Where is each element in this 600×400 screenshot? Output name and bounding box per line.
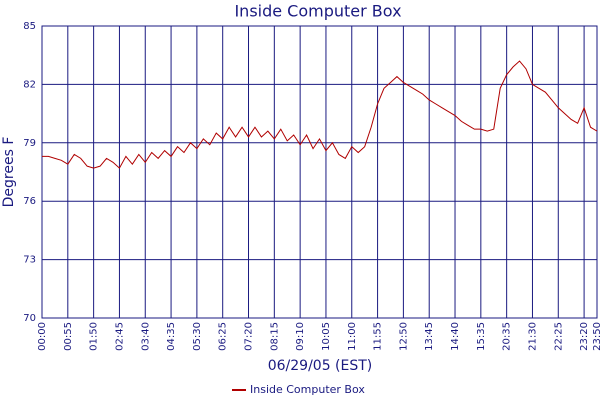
y-tick-label: 73 — [23, 255, 36, 266]
y-tick-label: 82 — [23, 79, 36, 90]
x-tick-label: 01:50 — [89, 322, 100, 351]
x-tick-label: 03:40 — [140, 322, 151, 351]
x-tick-label: 22:25 — [553, 322, 564, 351]
x-tick-label: 00:00 — [37, 322, 48, 351]
x-tick-label: 20:35 — [502, 322, 513, 351]
y-tick-label: 85 — [23, 21, 36, 32]
x-tick-label: 07:20 — [244, 322, 255, 351]
x-tick-label: 09:10 — [295, 322, 306, 351]
x-tick-label: 12:50 — [398, 322, 409, 351]
x-tick-label: 00:55 — [63, 322, 74, 351]
x-tick-label: 06:25 — [218, 322, 229, 351]
x-axis-label: 06/29/05 (EST) — [268, 358, 373, 374]
x-tick-label: 13:45 — [424, 322, 435, 351]
x-tick-label: 23:50 — [592, 322, 600, 351]
chart-title: Inside Computer Box — [234, 2, 401, 21]
x-tick-label: 04:35 — [166, 322, 177, 351]
x-tick-label: 02:45 — [114, 322, 125, 351]
x-tick-label: 08:15 — [269, 322, 280, 351]
x-tick-label: 21:30 — [527, 322, 538, 351]
legend-label: Inside Computer Box — [250, 383, 365, 396]
x-tick-label: 14:40 — [450, 322, 461, 351]
x-tick-label: 23:20 — [579, 322, 590, 351]
data-line — [42, 60, 598, 169]
x-tick-label: 05:30 — [192, 322, 203, 351]
y-tick-label: 79 — [23, 138, 36, 149]
x-tick-label: 11:00 — [347, 322, 358, 351]
y-tick-label: 76 — [23, 196, 36, 207]
x-tick-label: 11:55 — [373, 322, 384, 351]
x-tick-label: 10:05 — [321, 322, 332, 351]
y-tick-label: 70 — [23, 313, 36, 324]
x-tick-label: 15:35 — [476, 322, 487, 351]
y-axis-label: Degrees F — [1, 137, 17, 208]
plot-border — [41, 25, 598, 319]
